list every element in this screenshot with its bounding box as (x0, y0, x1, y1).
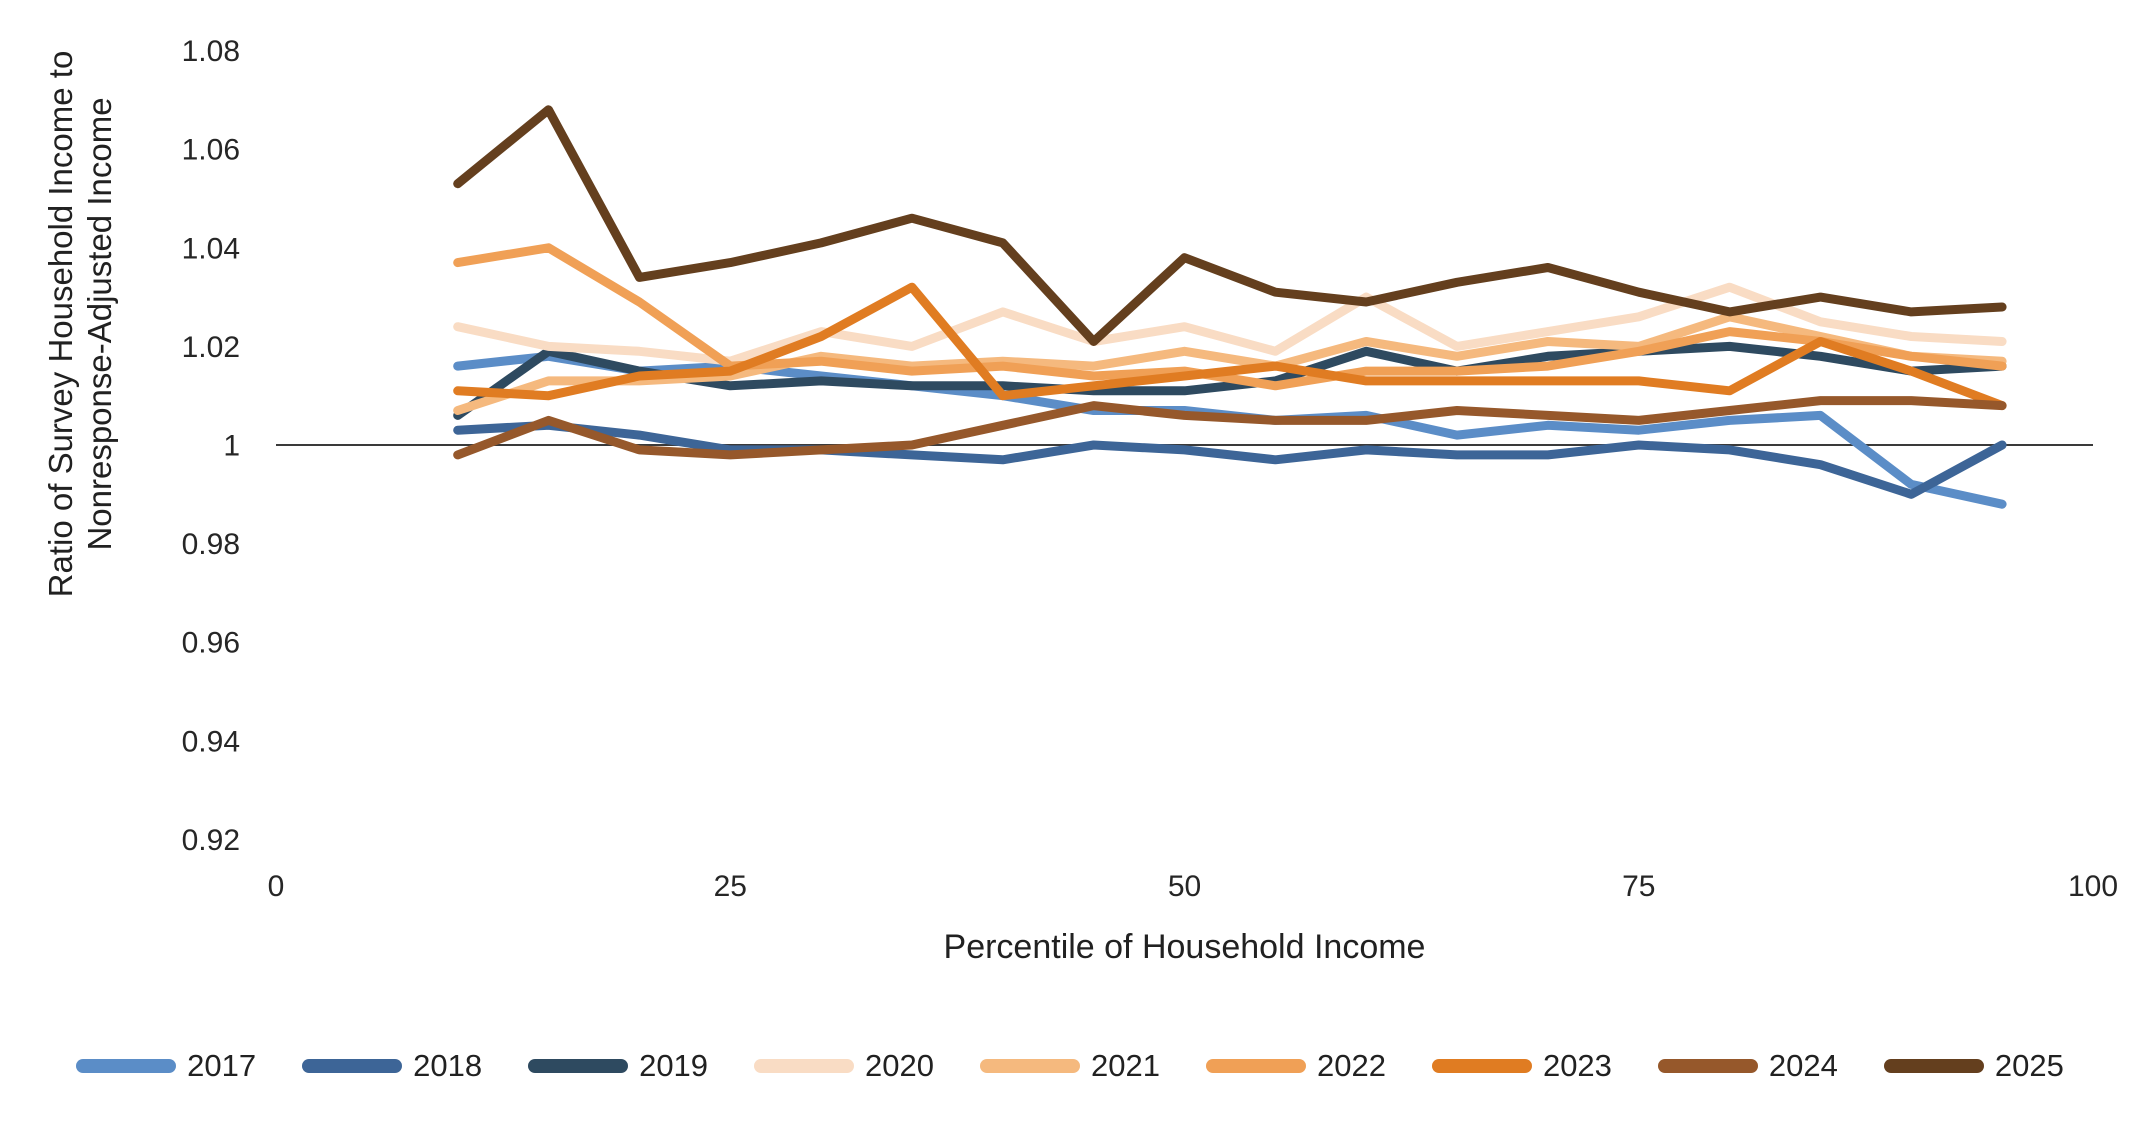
legend-item-2020: 2020 (754, 1048, 934, 1084)
legend-item-2023: 2023 (1431, 1048, 1612, 1084)
legend-swatch-2021 (980, 1059, 1081, 1073)
legend-label-2020: 2020 (865, 1048, 935, 1083)
y-tick-label-1.06: 1.06 (182, 134, 240, 167)
y-axis-title-line1: Ratio of Survey Household Income to (42, 50, 79, 598)
legend-label-2019: 2019 (639, 1048, 709, 1083)
series-line-2019 (453, 341, 2007, 420)
legend-label-2022: 2022 (1316, 1048, 1386, 1083)
legend-label-2023: 2023 (1542, 1048, 1612, 1083)
legend: 2017 2018 2019 2020 2021 2022 2023 2024 2025 (0, 1048, 2140, 1084)
legend-swatch-2018 (302, 1059, 403, 1073)
legend-label-2018: 2018 (413, 1048, 483, 1083)
legend-swatch-2023 (1431, 1059, 1532, 1073)
legend-label-2024: 2024 (1768, 1048, 1838, 1083)
y-tick-label-1.02: 1.02 (182, 331, 240, 364)
y-tick-label-1: 1 (223, 430, 240, 463)
legend-item-2022: 2022 (1205, 1048, 1386, 1084)
legend-swatch-2024 (1657, 1059, 1758, 1073)
series-line-2021 (453, 312, 2007, 415)
series-line-2024 (453, 396, 2007, 460)
legend-swatch-2019 (528, 1059, 629, 1073)
y-axis-title: Ratio of Survey Household Income to Nonr… (42, 24, 122, 624)
legend-label-2021: 2021 (1091, 1048, 1160, 1083)
y-tick-label-1.08: 1.08 (182, 35, 240, 68)
x-tick-label-75: 75 (1622, 870, 1655, 903)
x-axis-title: Percentile of Household Income (943, 928, 1426, 966)
x-tick-label-100: 100 (2068, 870, 2118, 903)
series-line-2023 (453, 282, 2007, 411)
legend-item-2018: 2018 (302, 1048, 482, 1084)
legend-item-2017: 2017 (76, 1048, 256, 1084)
y-tick-label-0.92: 0.92 (182, 824, 240, 857)
x-tick-label-0: 0 (268, 870, 285, 903)
y-tick-label-0.94: 0.94 (182, 725, 240, 758)
legend-item-2024: 2024 (1657, 1048, 1838, 1084)
legend-item-2019: 2019 (528, 1048, 708, 1084)
legend-label-2025: 2025 (1994, 1048, 2064, 1083)
x-tick-label-50: 50 (1168, 870, 1201, 903)
y-axis-title-line2: Nonresponse-Adjusted Income (80, 97, 118, 551)
series-line-2018 (453, 420, 2007, 499)
y-tick-label-0.98: 0.98 (182, 528, 240, 561)
legend-item-2021: 2021 (980, 1048, 1160, 1084)
y-tick-label-1.04: 1.04 (182, 232, 240, 265)
legend-label-2017: 2017 (187, 1048, 257, 1083)
legend-swatch-2022 (1205, 1059, 1306, 1073)
legend-swatch-2025 (1883, 1059, 1984, 1073)
legend-swatch-2017 (76, 1059, 177, 1073)
legend-item-2025: 2025 (1883, 1048, 2064, 1084)
legend-swatch-2020 (754, 1059, 855, 1073)
series-line-2025 (453, 105, 2007, 346)
y-tick-label-0.96: 0.96 (182, 627, 240, 660)
series-line-2022 (453, 243, 2007, 391)
x-tick-label-25: 25 (714, 870, 747, 903)
